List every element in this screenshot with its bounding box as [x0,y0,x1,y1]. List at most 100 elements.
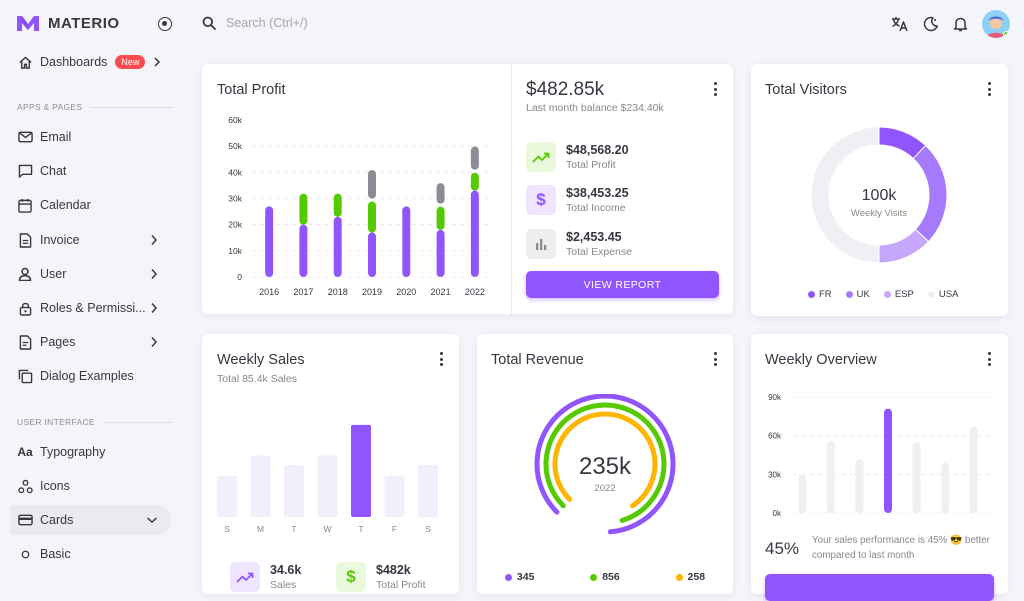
bar-purple-2022 [470,190,479,277]
stat-total-expense: $2,453.45 Total Expense [526,229,632,259]
topbar-actions [891,10,1010,38]
radial-arc-purple [534,394,676,535]
collapse-toggle-icon[interactable] [158,17,172,31]
sidebar-item-label: Chat [40,164,67,178]
x-tick-label: 2020 [396,287,416,297]
balance-subtitle: Last month balance $234.40k [526,102,664,114]
sidebar-item-typography[interactable]: Aa Typography [10,437,172,467]
x-tick-label: M [257,524,264,534]
sidebar-item-label: Cards [40,513,74,527]
sidebar-item-label: Email [40,130,72,144]
stat-sales: 34.6k Sales [230,562,301,592]
search-icon [202,16,216,30]
weekly-overview-title: Weekly Overview [765,352,877,368]
home-icon [17,54,33,70]
overview-bar-1 [798,474,807,513]
sidebar-item-cards[interactable]: Cards [10,505,172,535]
bar-purple-2020 [402,206,411,277]
stat-value: 34.6k [270,563,302,577]
more-options-icon[interactable] [713,352,717,366]
sidebar-item-dialog-examples[interactable]: Dialog Examples [10,361,172,391]
revenue-legend: 345 856 258 [477,571,733,583]
email-icon [17,129,33,145]
sidebar-item-label: Typography [40,445,106,459]
chat-icon [17,163,33,179]
stat-value: $482k [376,563,411,577]
revenue-center-value: 235k [579,453,632,480]
bar-gray-2019 [368,170,376,199]
sidebar-item-icons[interactable]: Icons [10,471,172,501]
bar-green-2017 [299,193,308,225]
bar-purple-2016 [265,206,274,277]
y-tick-label: 60k [768,432,782,441]
sidebar-item-roles-permissions[interactable]: Roles & Permissi... [10,293,172,323]
donut-slice-usa [810,126,880,264]
radial-arc-green [543,402,667,523]
search-bar[interactable]: Search (Ctrl+/) [202,16,308,30]
sidebar-item-calendar[interactable]: Calendar [10,190,172,220]
stat-total-profit: $48,568.20 Total Profit [526,142,629,172]
y-tick-label: 50k [228,141,242,151]
dialog-icon [17,368,33,384]
trending-up-icon [230,562,260,592]
sidebar-item-dashboards[interactable]: Dashboards New [10,47,172,77]
sales-bar-0 [217,475,237,517]
section-apps-pages: APPS & PAGES [17,102,173,112]
bar-green-2021 [436,206,445,230]
x-tick-label: 2017 [293,287,313,297]
sidebar-item-user[interactable]: User [10,259,172,289]
total-visitors-title: Total Visitors [765,82,847,98]
circle-outline-icon [17,546,33,562]
sidebar-item-label: Pages [40,335,76,349]
stat-total-profit-small: $ $482k Total Profit [336,562,426,592]
y-tick-label: 40k [228,167,242,177]
sidebar-item-invoice[interactable]: Invoice [10,225,172,255]
y-tick-label: 30k [768,470,782,479]
more-options-icon[interactable] [987,352,991,366]
sidebar-item-label: Dialog Examples [40,369,134,383]
total-profit-chart: 0 10k 20k 30k 40k 50k 60k 2016 2017 2018 2019 2020 2… [228,115,492,297]
lock-icon [17,300,33,316]
legend-dot [845,291,853,298]
legend-item-esp: ESP [883,289,914,300]
more-options-icon[interactable] [713,82,717,96]
x-tick-label: W [323,524,331,534]
weekly-overview-card: Weekly Overview 0k 30k 60k 90k 45% Your sal… [751,334,1008,601]
brand-logo[interactable]: MATERIO [16,14,120,32]
y-tick-label: 10k [228,246,242,256]
chevron-right-icon [151,235,158,245]
sidebar-item-basic[interactable]: Basic [10,539,172,569]
bar-gray-2021 [436,183,445,204]
translate-icon[interactable] [891,16,909,32]
sidebar-item-chat[interactable]: Chat [10,156,172,186]
legend-item-uk: UK [845,289,870,300]
x-tick-label: 2022 [465,287,485,297]
dark-mode-icon[interactable] [923,16,939,32]
stat-value: $48,568.20 [566,143,629,157]
chevron-right-icon [151,303,158,313]
details-button[interactable] [765,574,994,601]
sidebar-item-email[interactable]: Email [10,122,172,152]
visitors-donut-chart: 100k Weekly Visits [810,126,948,264]
avatar[interactable] [982,10,1010,38]
more-options-icon[interactable] [439,352,443,366]
dollar-icon: $ [336,562,366,592]
sidebar-item-label: Basic [40,547,71,561]
legend-dot [927,291,935,298]
x-tick-label: T [291,524,296,534]
bar-purple-2021 [436,229,445,277]
bell-icon[interactable] [953,16,968,32]
sidebar-item-pages[interactable]: Pages [10,327,172,357]
view-report-button[interactable]: VIEW REPORT [526,271,719,298]
stat-label: Sales [270,579,297,591]
stat-value: $2,453.45 [566,230,622,244]
y-tick-label: 0k [773,509,782,518]
overview-description: Your sales performance is 45% 😎 better c… [812,535,990,561]
search-input[interactable]: Search (Ctrl+/) [226,16,308,30]
user-icon [17,266,33,282]
more-options-icon[interactable] [987,82,991,96]
sidebar: MATERIO Dashboards New APPS & PAGES Emai… [0,0,186,584]
chevron-right-icon [154,57,161,67]
legend-item-fr: FR [808,289,832,300]
